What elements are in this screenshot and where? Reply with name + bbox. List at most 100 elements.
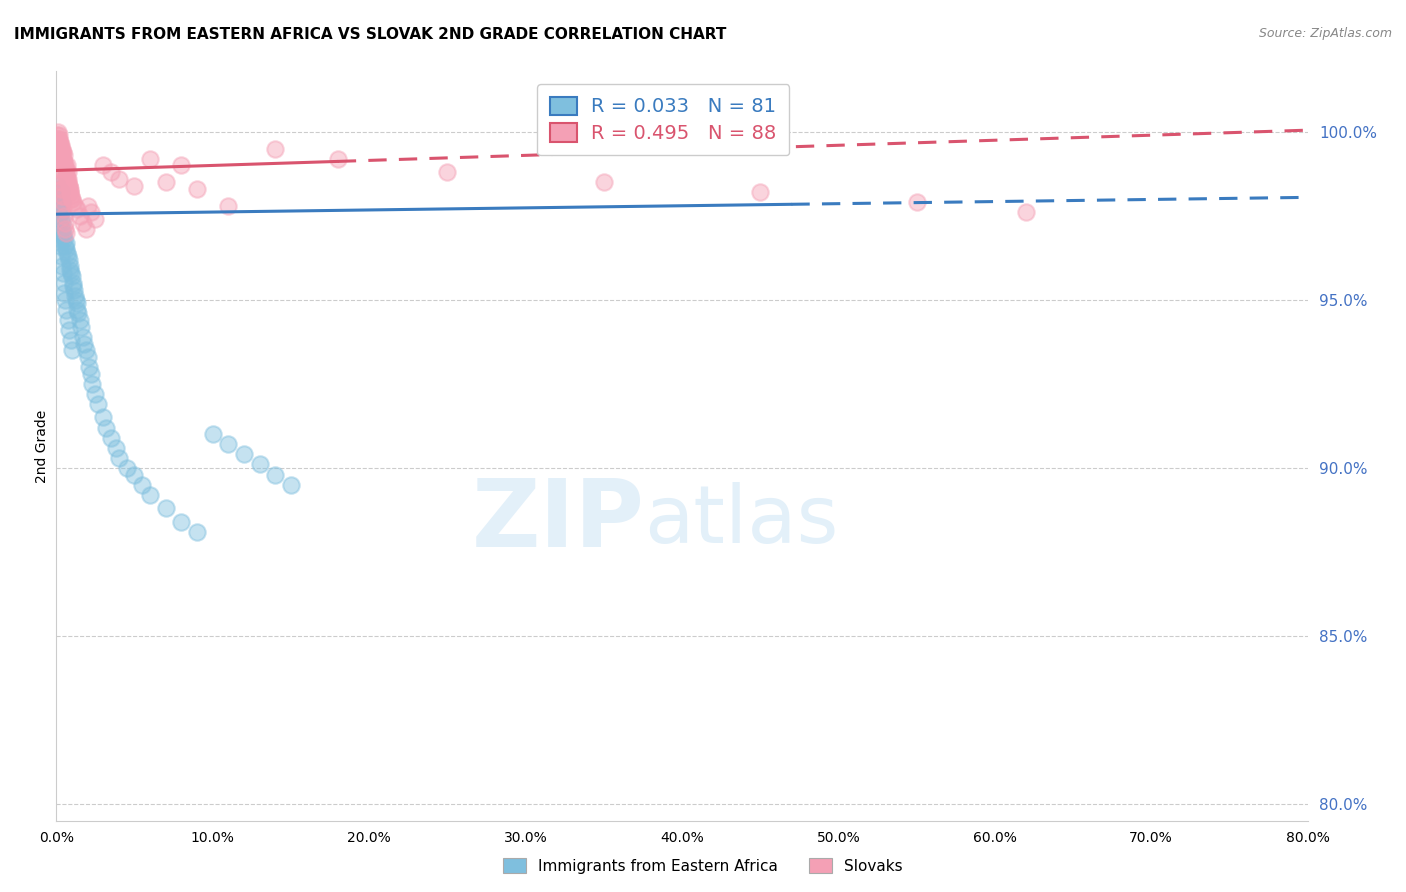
Point — [46, 195, 69, 210]
Point — [49, 232, 72, 246]
Point — [170, 515, 193, 529]
Point — [51, 222, 73, 236]
Point — [233, 447, 256, 461]
Legend: R = 0.033   N = 81, R = 0.495   N = 88: R = 0.033 N = 81, R = 0.495 N = 88 — [537, 84, 789, 155]
Point — [58, 178, 80, 193]
Point — [48, 161, 70, 176]
Point — [65, 202, 87, 216]
Point — [53, 232, 76, 246]
Point — [139, 152, 162, 166]
Point — [55, 235, 77, 250]
Point — [48, 209, 70, 223]
Point — [186, 182, 208, 196]
Point — [201, 427, 224, 442]
Point — [58, 252, 80, 267]
Point — [249, 458, 271, 472]
Point — [55, 161, 77, 176]
Point — [51, 148, 73, 162]
Point — [53, 158, 76, 172]
Point — [46, 135, 69, 149]
Point — [53, 158, 76, 172]
Point — [46, 186, 69, 200]
Point — [108, 450, 131, 465]
Point — [58, 172, 80, 186]
Point — [49, 239, 72, 253]
Point — [49, 138, 72, 153]
Point — [51, 138, 73, 153]
Point — [45, 138, 67, 153]
Point — [51, 212, 73, 227]
Point — [79, 367, 101, 381]
Point — [58, 178, 80, 193]
Point — [49, 186, 72, 200]
Point — [264, 142, 287, 156]
Text: atlas: atlas — [644, 482, 839, 560]
Point — [52, 145, 75, 159]
Point — [48, 131, 70, 145]
Point — [46, 125, 69, 139]
Point — [49, 175, 72, 189]
Point — [59, 186, 82, 200]
Point — [52, 155, 75, 169]
Point — [72, 216, 94, 230]
Point — [60, 269, 83, 284]
Point — [75, 343, 97, 358]
Point — [60, 266, 83, 280]
Point — [65, 293, 87, 307]
Point — [131, 477, 153, 491]
Point — [63, 283, 86, 297]
Point — [56, 249, 79, 263]
Point — [48, 155, 70, 169]
Point — [1015, 205, 1038, 219]
Point — [77, 359, 100, 374]
Point — [52, 209, 75, 223]
Point — [155, 175, 177, 189]
Point — [53, 286, 76, 301]
Point — [52, 276, 75, 290]
Point — [53, 239, 76, 253]
Point — [63, 289, 86, 303]
Point — [59, 333, 82, 347]
Point — [55, 165, 77, 179]
Point — [52, 229, 75, 244]
Point — [592, 175, 614, 189]
Point — [186, 524, 208, 539]
Point — [48, 142, 70, 156]
Point — [436, 165, 458, 179]
Point — [51, 182, 73, 196]
Point — [75, 222, 97, 236]
Point — [104, 441, 127, 455]
Point — [60, 192, 83, 206]
Legend: Immigrants from Eastern Africa, Slovaks: Immigrants from Eastern Africa, Slovaks — [498, 852, 908, 880]
Point — [53, 293, 76, 307]
Point — [62, 279, 84, 293]
Point — [905, 195, 928, 210]
Point — [58, 323, 80, 337]
Point — [46, 131, 69, 145]
Point — [79, 205, 101, 219]
Point — [56, 245, 79, 260]
Point — [48, 199, 70, 213]
Point — [52, 202, 75, 216]
Point — [48, 188, 70, 202]
Point — [56, 175, 79, 189]
Point — [326, 152, 349, 166]
Point — [100, 165, 122, 179]
Point — [49, 192, 72, 206]
Point — [87, 397, 110, 411]
Point — [52, 195, 75, 210]
Point — [51, 188, 73, 202]
Point — [53, 222, 76, 236]
Point — [48, 138, 70, 153]
Point — [69, 209, 91, 223]
Point — [62, 195, 84, 210]
Point — [84, 212, 107, 227]
Point — [48, 202, 70, 216]
Point — [217, 199, 239, 213]
Point — [48, 216, 70, 230]
Point — [58, 259, 80, 273]
Point — [124, 178, 146, 193]
Point — [56, 165, 79, 179]
Point — [217, 437, 239, 451]
Point — [280, 477, 302, 491]
